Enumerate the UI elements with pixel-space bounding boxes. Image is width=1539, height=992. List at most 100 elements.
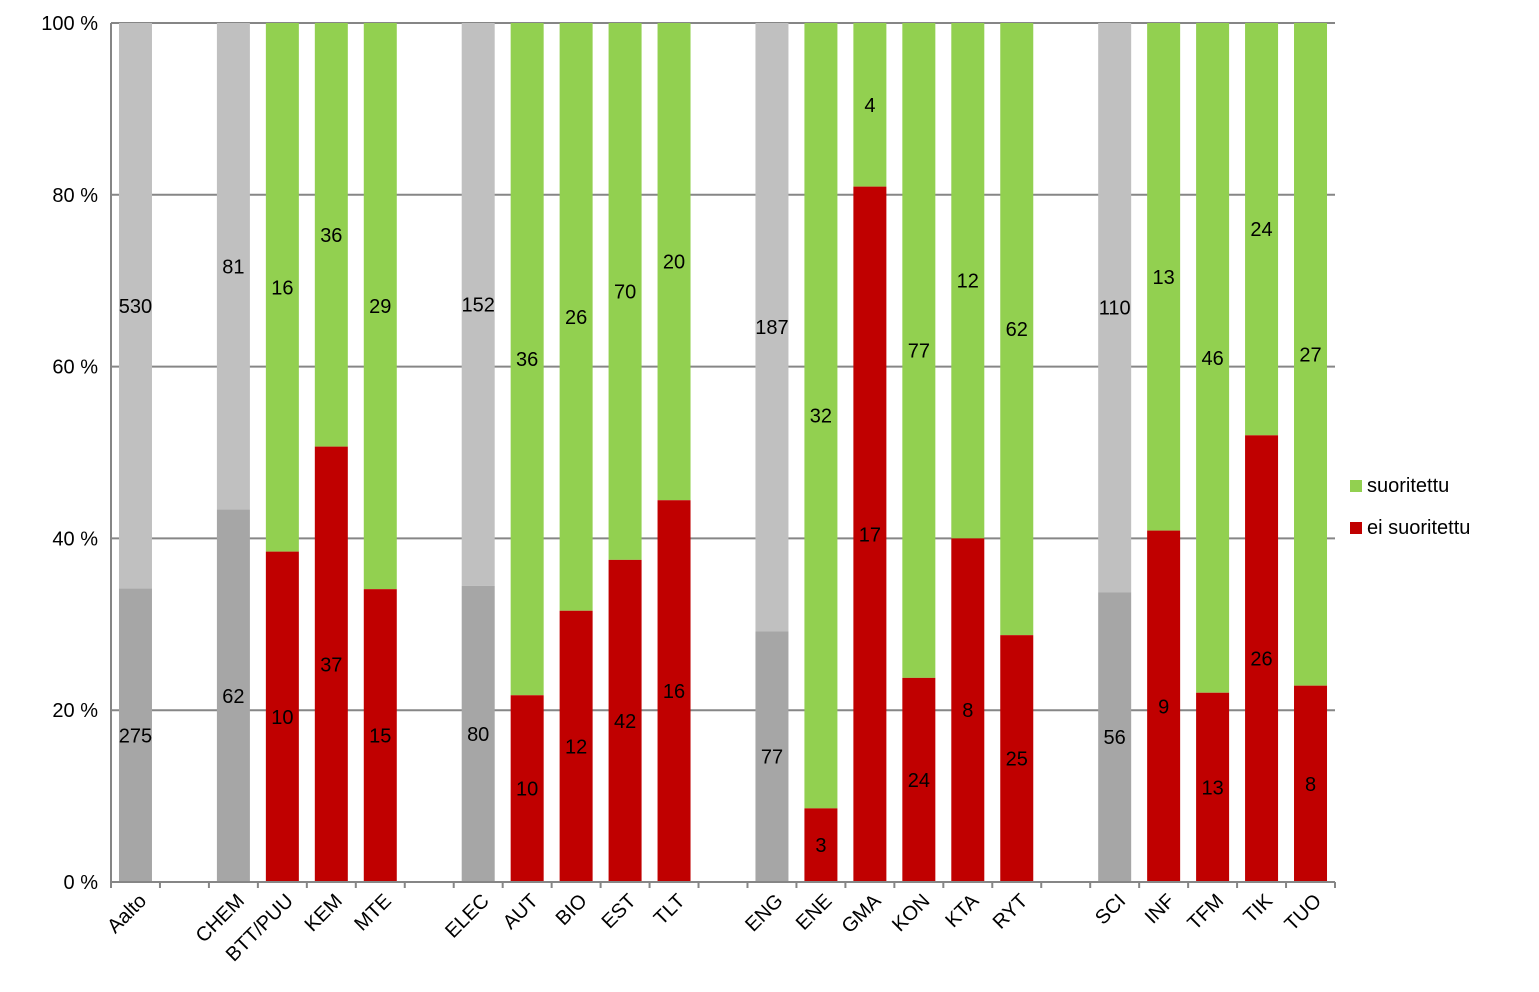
- x-tick-label: GMA: [838, 890, 886, 938]
- data-label: 9: [1158, 696, 1169, 718]
- bar-segment-upper: [559, 23, 593, 611]
- x-tick-label: SCI: [1091, 890, 1130, 929]
- data-label: 27: [1299, 344, 1321, 366]
- data-label: 81: [222, 256, 244, 278]
- bar-segment-lower: [216, 509, 250, 882]
- legend-item-suoritettu: suoritettu: [1350, 475, 1470, 497]
- bar-segment-lower: [902, 677, 936, 882]
- data-label: 10: [516, 779, 538, 801]
- data-label: 8: [1305, 774, 1316, 796]
- data-label: 152: [462, 294, 495, 316]
- bar-segment-lower: [1196, 692, 1230, 882]
- bar-segment-lower: [1147, 530, 1181, 882]
- data-label: 37: [320, 654, 342, 676]
- bar-segment-lower: [461, 585, 495, 882]
- bar-segment-upper: [510, 23, 544, 696]
- bar-segment-upper: [1294, 23, 1328, 686]
- bar-segment-lower: [951, 538, 985, 882]
- data-label: 80: [467, 724, 489, 746]
- y-tick-label: 100 %: [41, 13, 98, 35]
- data-label: 275: [119, 725, 152, 747]
- bar-segment-lower: [265, 551, 299, 882]
- x-tick-label: Aalto: [103, 890, 151, 938]
- data-label: 20: [663, 252, 685, 274]
- x-tick-label: EST: [598, 890, 641, 933]
- bar-segment-upper: [902, 23, 936, 678]
- data-label: 24: [1250, 219, 1272, 241]
- data-label: 62: [222, 686, 244, 708]
- data-label: 13: [1153, 267, 1175, 289]
- bar-segment-lower: [1294, 685, 1328, 882]
- x-tick-label: TLT: [650, 890, 690, 930]
- bar-segment-upper: [216, 23, 250, 510]
- x-tick-label: ELEC: [441, 890, 494, 943]
- bar-segment-lower: [657, 500, 691, 882]
- x-tick-label: INF: [1141, 890, 1179, 928]
- bar-segment-upper: [1147, 23, 1181, 531]
- bar-segment-upper: [265, 23, 299, 552]
- y-tick-label: 80 %: [52, 185, 98, 207]
- data-label: 70: [614, 281, 636, 303]
- y-tick-label: 40 %: [52, 528, 98, 550]
- legend-swatch-suoritettu: [1350, 480, 1362, 492]
- bar-segment-upper: [951, 23, 985, 539]
- bar-segment-lower: [1098, 592, 1132, 882]
- data-label: 46: [1201, 348, 1223, 370]
- data-label: 62: [1006, 319, 1028, 341]
- x-tick-label: AUT: [499, 890, 543, 934]
- data-label: 42: [614, 711, 636, 733]
- legend-label-ei-suoritettu: ei suoritettu: [1367, 516, 1471, 539]
- x-tick-label: KEM: [301, 890, 347, 936]
- x-tick-label: KON: [888, 890, 934, 936]
- data-label: 8: [962, 700, 973, 722]
- x-tick-label: TFM: [1184, 890, 1229, 935]
- data-label: 25: [1006, 749, 1028, 771]
- data-label: 77: [908, 340, 930, 362]
- bar-segment-upper: [755, 23, 789, 632]
- x-tick-label: BIO: [552, 890, 592, 930]
- y-tick-label: 20 %: [52, 700, 98, 722]
- data-label: 16: [663, 681, 685, 703]
- x-tick-label: MTE: [350, 890, 395, 935]
- x-tick-label: RYT: [989, 890, 1033, 934]
- bar-segment-upper: [608, 23, 642, 560]
- bar-segment-lower: [314, 446, 348, 882]
- y-tick-label: 60 %: [52, 357, 98, 379]
- bar-segment-upper: [1000, 23, 1034, 636]
- data-label: 26: [1250, 649, 1272, 671]
- bar-segment-upper: [314, 23, 348, 447]
- data-label: 56: [1104, 727, 1126, 749]
- x-tick-label: TIK: [1240, 890, 1278, 928]
- bar-segment-upper: [657, 23, 691, 501]
- data-label: 12: [565, 736, 587, 758]
- bar-segment-lower: [559, 610, 593, 882]
- data-label: 24: [908, 770, 930, 792]
- y-tick-label: 0 %: [64, 872, 99, 894]
- legend-label-suoritettu: suoritettu: [1367, 474, 1450, 497]
- bar-segment-upper: [363, 23, 397, 590]
- bar-segment-lower: [510, 695, 544, 882]
- data-label: 12: [957, 271, 979, 293]
- data-label: 10: [271, 707, 293, 729]
- x-tick-label: ENE: [792, 890, 837, 935]
- data-label: 187: [755, 317, 788, 339]
- bar-segment-lower: [804, 808, 838, 882]
- data-label: 29: [369, 296, 391, 318]
- x-tick-label: KTA: [941, 890, 983, 932]
- data-label: 4: [864, 95, 875, 117]
- bar-segment-upper: [1196, 23, 1230, 693]
- bar-segment-lower: [853, 186, 887, 883]
- data-label: 26: [565, 307, 587, 329]
- data-label: 13: [1201, 777, 1223, 799]
- data-label: 110: [1099, 298, 1131, 320]
- bar-segment-upper: [804, 23, 838, 809]
- bar-segment-lower: [1000, 635, 1034, 882]
- bar-segment-lower: [118, 588, 152, 882]
- data-label: 32: [810, 406, 832, 428]
- legend-swatch-ei-suoritettu: [1350, 522, 1362, 534]
- bar-segment-upper: [853, 23, 887, 187]
- bar-segment-lower: [1245, 435, 1279, 882]
- data-label: 3: [815, 835, 826, 857]
- data-label: 36: [516, 349, 538, 371]
